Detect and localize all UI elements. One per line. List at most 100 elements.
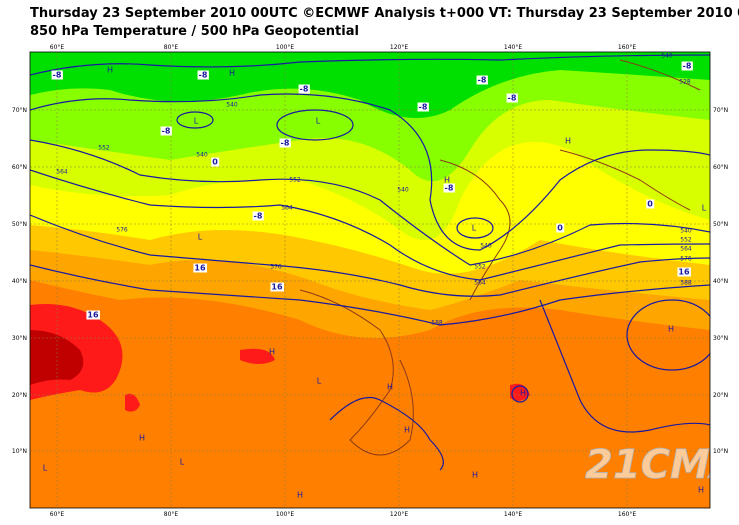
lat-label: 70°N [713,107,728,114]
isohypse-label: 540 [397,187,409,194]
isotherm-label: 16 [194,264,206,273]
lon-label: 140°E [504,44,522,51]
lon-label: 60°E [50,44,65,51]
isotherm-label: -8 [53,71,62,80]
lat-label: 10°N [713,448,728,455]
label-bg [646,199,655,209]
pressure-center: H [565,137,571,146]
pressure-center: L [316,117,321,126]
isotherm-label: -8 [254,212,263,221]
subtitle: 850 hPa Temperature / 500 hPa Geopotenti… [30,24,359,39]
lon-label: 80°E [164,511,179,518]
lon-label: 120°E [390,44,408,51]
isotherm-label: 16 [678,268,690,277]
isotherm-label: -8 [300,85,309,94]
isohypse-label: 528 [679,79,691,86]
label-bg [476,75,488,85]
isotherm-label: -8 [478,76,487,85]
isotherm-label: 16 [87,311,99,320]
lat-label: 30°N [713,335,728,342]
isohypse-label: 576 [270,264,282,271]
isotherm-label: -8 [508,94,517,103]
pressure-center: L [317,377,322,386]
label-bg [252,211,264,221]
isohypse-label: 552 [474,264,486,271]
isotherm-label: 16 [271,283,283,292]
map-labels: -8 -8 -8 -8 -8 -8 -8 -8 -8 -8 -8 0 0 0 16 16 16 16 540 540 5… [43,53,707,500]
pressure-center: L [180,458,185,467]
lon-label: 120°E [390,511,408,518]
isohypse-label: 552 [98,145,110,152]
isohypse-label: 552 [680,237,692,244]
isotherm-label: -8 [199,71,208,80]
lon-label: 60°E [50,511,65,518]
map-area: -8 -8 -8 -8 -8 -8 -8 -8 -8 -8 -8 0 0 0 16 16 16 16 540 540 5… [30,52,739,508]
label-bg [298,84,310,94]
watermark: 21CMA [585,442,739,488]
lat-label: 10°N [12,448,27,455]
pressure-center: L [198,233,203,242]
lat-label: 70°N [12,107,27,114]
lon-label: 100°E [276,511,294,518]
isohypse-label: 540 [661,53,673,60]
pressure-center: H [139,434,145,443]
band [30,330,84,385]
isohypse-label: 588 [680,280,692,287]
pressure-center: H [229,69,235,78]
lon-label: 140°E [504,511,522,518]
pressure-center: L [702,204,707,213]
label-bg [506,93,518,103]
isohypse-label: 540 [226,102,238,109]
label-bg [681,61,693,71]
isohypse-label: 540 [680,228,692,235]
pressure-center: H [472,471,478,480]
isotherm-label: -8 [445,184,454,193]
grid [30,52,710,508]
pressure-center: L [472,224,477,233]
pressure-center: H [269,348,275,357]
isotherm-label: 0 [647,200,653,209]
lat-label: 20°N [12,392,27,399]
coastline [299,59,701,456]
contours [30,54,710,471]
isotherm-label: 0 [212,158,218,167]
lat-label: 40°N [12,278,27,285]
isohypse-label: 564 [680,246,692,253]
pressure-center: H [107,66,113,75]
label-bg [193,263,207,273]
label-bg [443,183,455,193]
pressure-center: H [387,383,393,392]
pressure-center: H [404,426,410,435]
label-bg [51,70,63,80]
lat-label: 50°N [713,221,728,228]
lon-label: 160°E [618,511,636,518]
lon-label: 80°E [164,44,179,51]
isotherm-label: -8 [281,139,290,148]
pressure-center: H [444,176,450,185]
label-bg [270,282,284,292]
isohypse-label: 588 [431,320,443,327]
isotherm-label: -8 [419,103,428,112]
title: Thursday 23 September 2010 00UTC ©ECMWF … [30,6,739,21]
label-bg [160,126,172,136]
label-bg [417,102,429,112]
pressure-center: L [194,117,199,126]
isotherm-label: -8 [683,62,692,71]
pressure-center: H [297,491,303,500]
isohypse-label: 576 [680,256,692,263]
isohypse-label: 540 [196,152,208,159]
lat-label: 40°N [713,278,728,285]
isohypse-label: 564 [474,280,486,287]
pressure-center: H [668,325,674,334]
isotherm-label: -8 [162,127,171,136]
label-bg [556,223,565,233]
band [30,52,710,118]
label-bg [279,138,291,148]
label-bg [677,267,691,277]
lat-label: 30°N [12,335,27,342]
isohypse-label: 576 [116,227,128,234]
lat-label: 60°N [12,164,27,171]
pressure-center: H [520,389,526,398]
isohypse-label: 540 [480,243,492,250]
